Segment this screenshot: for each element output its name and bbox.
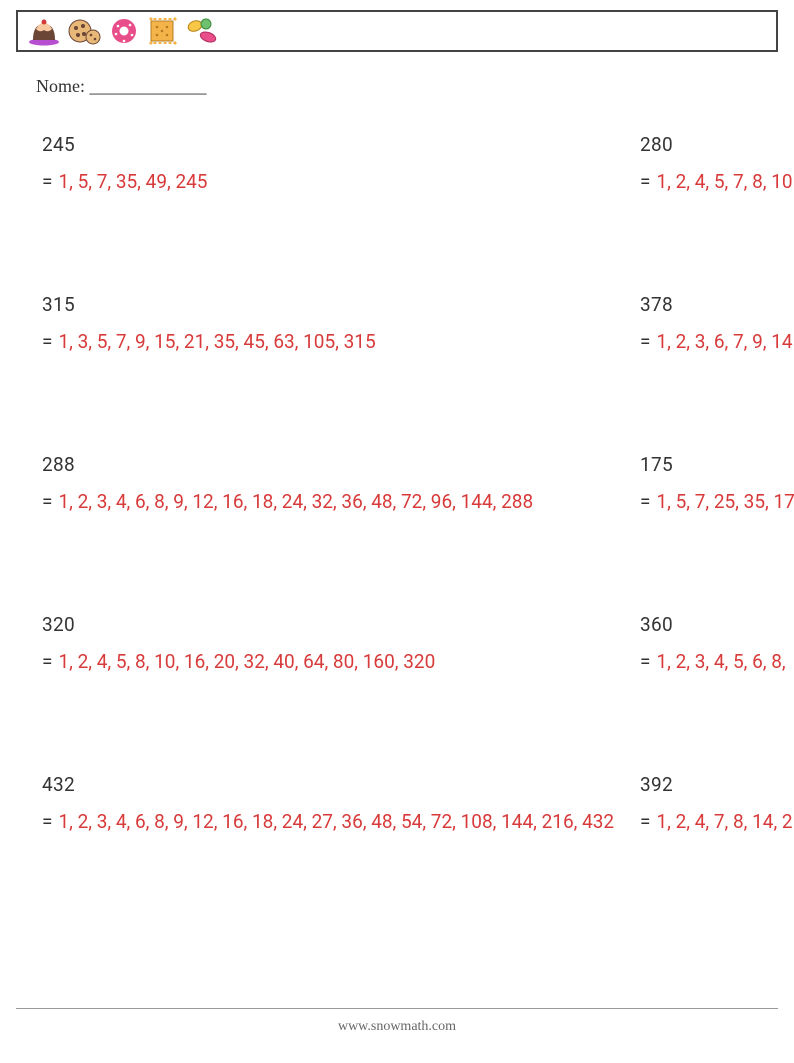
equals-sign: =	[42, 810, 52, 833]
problem-number: 378	[640, 293, 793, 316]
problem-answer: = 1, 2, 4, 7, 8, 14, 2	[640, 810, 793, 833]
problem-row: 245 = 1, 5, 7, 35, 49, 245 280 = 1, 2, 4, …	[0, 133, 794, 193]
problem-number: 360	[640, 613, 786, 636]
problem-cell: 378 = 1, 2, 3, 6, 7, 9, 14	[636, 293, 793, 353]
factor-list: 1, 2, 4, 5, 8, 10, 16, 20, 32, 40, 64, 8…	[58, 650, 435, 673]
problem-cell: 245 = 1, 5, 7, 35, 49, 245	[0, 133, 636, 193]
problem-cell: 392 = 1, 2, 4, 7, 8, 14, 2	[636, 773, 793, 833]
equals-sign: =	[42, 490, 52, 513]
factor-list: 1, 2, 3, 4, 5, 6, 8,	[656, 650, 785, 673]
cracker-icon	[146, 16, 178, 46]
footer-url: www.snowmath.com	[16, 1008, 778, 1035]
problem-answer: = 1, 2, 3, 4, 6, 8, 9, 12, 16, 18, 24, 27…	[42, 810, 636, 833]
donut-icon	[108, 16, 140, 46]
problem-number: 392	[640, 773, 793, 796]
factor-list: 1, 5, 7, 25, 35, 17	[656, 490, 794, 513]
equals-sign: =	[42, 170, 52, 193]
problem-cell: 175 = 1, 5, 7, 25, 35, 17	[636, 453, 794, 513]
candy-icon	[184, 16, 220, 46]
problem-number: 315	[42, 293, 636, 316]
problem-number: 320	[42, 613, 636, 636]
equals-sign: =	[640, 650, 650, 673]
problem-cell: 320 = 1, 2, 4, 5, 8, 10, 16, 20, 32, 40, …	[0, 613, 636, 673]
equals-sign: =	[42, 330, 52, 353]
problem-row: 315 = 1, 3, 5, 7, 9, 15, 21, 35, 45, 63, …	[0, 293, 794, 353]
problem-row: 320 = 1, 2, 4, 5, 8, 10, 16, 20, 32, 40, …	[0, 613, 794, 673]
problem-answer: = 1, 2, 3, 4, 6, 8, 9, 12, 16, 18, 24, 32…	[42, 490, 636, 513]
problem-answer: = 1, 5, 7, 25, 35, 17	[640, 490, 794, 513]
problem-number: 175	[640, 453, 794, 476]
problem-cell: 360 = 1, 2, 3, 4, 5, 6, 8,	[636, 613, 786, 673]
factor-list: 1, 3, 5, 7, 9, 15, 21, 35, 45, 63, 105, …	[58, 330, 375, 353]
factor-list: 1, 2, 3, 4, 6, 8, 9, 12, 16, 18, 24, 27,…	[58, 810, 614, 833]
problem-answer: = 1, 5, 7, 35, 49, 245	[42, 170, 636, 193]
problem-answer: = 1, 2, 4, 5, 7, 8, 10	[640, 170, 793, 193]
problem-number: 280	[640, 133, 793, 156]
pudding-icon	[26, 16, 62, 46]
problem-row: 432 = 1, 2, 3, 4, 6, 8, 9, 12, 16, 18, 24…	[0, 773, 794, 833]
problems-grid: 245 = 1, 5, 7, 35, 49, 245 280 = 1, 2, 4, …	[0, 133, 794, 833]
equals-sign: =	[640, 330, 650, 353]
problem-number: 245	[42, 133, 636, 156]
equals-sign: =	[640, 810, 650, 833]
factor-list: 1, 2, 4, 7, 8, 14, 2	[656, 810, 792, 833]
cookie-icon	[68, 16, 102, 46]
problem-cell: 288 = 1, 2, 3, 4, 6, 8, 9, 12, 16, 18, 24…	[0, 453, 636, 513]
factor-list: 1, 2, 3, 4, 6, 8, 9, 12, 16, 18, 24, 32,…	[58, 490, 533, 513]
factor-list: 1, 2, 4, 5, 7, 8, 10	[656, 170, 792, 193]
problem-answer: = 1, 2, 4, 5, 8, 10, 16, 20, 32, 40, 64, …	[42, 650, 636, 673]
equals-sign: =	[42, 650, 52, 673]
problem-answer: = 1, 2, 3, 6, 7, 9, 14	[640, 330, 793, 353]
equals-sign: =	[640, 170, 650, 193]
problem-cell: 432 = 1, 2, 3, 4, 6, 8, 9, 12, 16, 18, 24…	[0, 773, 636, 833]
factor-list: 1, 2, 3, 6, 7, 9, 14	[656, 330, 792, 353]
problem-answer: = 1, 2, 3, 4, 5, 6, 8,	[640, 650, 786, 673]
problem-cell: 280 = 1, 2, 4, 5, 7, 8, 10	[636, 133, 793, 193]
factor-list: 1, 5, 7, 35, 49, 245	[58, 170, 207, 193]
problem-row: 288 = 1, 2, 3, 4, 6, 8, 9, 12, 16, 18, 24…	[0, 453, 794, 513]
problem-cell: 315 = 1, 3, 5, 7, 9, 15, 21, 35, 45, 63, …	[0, 293, 636, 353]
problem-number: 288	[42, 453, 636, 476]
problem-number: 432	[42, 773, 636, 796]
name-field-label: Nome: _____________	[36, 76, 794, 97]
problem-answer: = 1, 3, 5, 7, 9, 15, 21, 35, 45, 63, 105,…	[42, 330, 636, 353]
header-icon-bar	[16, 10, 778, 52]
equals-sign: =	[640, 490, 650, 513]
